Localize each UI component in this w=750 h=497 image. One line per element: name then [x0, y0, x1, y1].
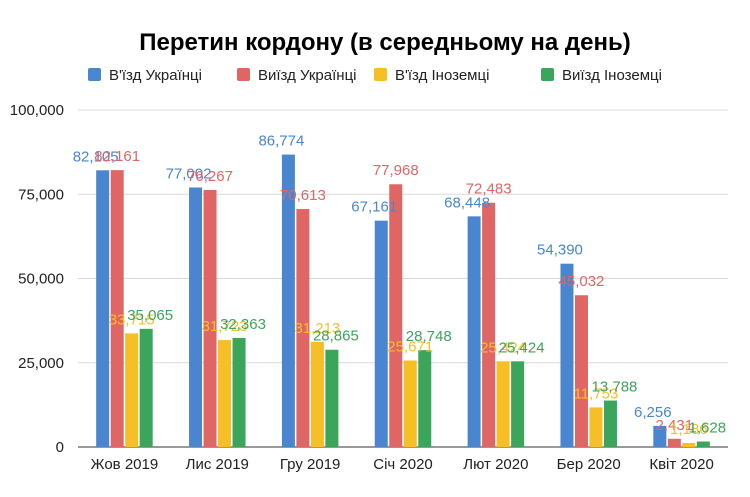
data-label: 2,431 [656, 417, 694, 434]
bars [96, 154, 710, 447]
bar [389, 184, 403, 447]
bar [325, 349, 339, 447]
legend: В'їзд Українці Виїзд Українці В'їзд Інозем… [88, 67, 662, 84]
bar [310, 341, 324, 447]
x-tick-label: Лют 2020 [463, 456, 528, 473]
bar [296, 209, 310, 447]
data-label: 86,774 [258, 133, 304, 150]
bar [667, 438, 681, 447]
data-label: 25,424 [480, 339, 526, 356]
gridlines [78, 109, 728, 448]
legend-label: Виїзд Українці [258, 67, 357, 84]
data-label: 70,613 [280, 187, 326, 204]
bar [189, 187, 203, 447]
data-label: 76,267 [187, 168, 233, 185]
bar [374, 220, 388, 447]
data-label: 82,105 [73, 148, 119, 165]
data-label: 13,788 [592, 379, 638, 396]
bar [653, 425, 667, 447]
bar [482, 202, 496, 447]
x-tick-label: Лис 2019 [186, 456, 249, 473]
data-label: 67,161 [351, 199, 397, 216]
data-label: 31,723 [202, 318, 248, 335]
data-label: 72,483 [466, 181, 512, 198]
y-tick-label: 75,000 [18, 186, 64, 203]
bar [96, 170, 110, 447]
y-tick-label: 50,000 [18, 271, 64, 288]
bar [203, 189, 217, 447]
data-label: 45,032 [559, 273, 605, 290]
bar [418, 350, 432, 447]
bar [110, 170, 124, 447]
bar [232, 337, 246, 447]
bar [496, 361, 510, 447]
x-axis: Жов 2019 Лис 2019 Гру 2019 Січ 2020 Лют 2020… [91, 456, 714, 473]
y-axis: 0 25,000 50,000 75,000 100,000 [10, 102, 64, 456]
x-tick-label: Гру 2019 [280, 456, 341, 473]
data-label: 54,390 [537, 242, 583, 259]
legend-swatch [88, 68, 101, 81]
data-label: 31,213 [294, 320, 340, 337]
data-label: 35,065 [127, 307, 173, 324]
legend-label: В'їзд Іноземці [395, 67, 489, 84]
bar [682, 443, 696, 447]
bar [560, 263, 574, 447]
data-label: 82,161 [94, 148, 140, 165]
data-label: 28,748 [406, 328, 452, 345]
bar [589, 407, 603, 447]
legend-swatch [237, 68, 250, 81]
bar [603, 400, 617, 447]
bar [574, 295, 588, 447]
data-label: 25,424 [499, 339, 545, 356]
data-label: 68,448 [444, 194, 490, 211]
y-tick-label: 25,000 [18, 355, 64, 372]
data-label: 32,363 [220, 316, 266, 333]
data-label: 33,715 [109, 311, 155, 328]
data-label: 77,002 [166, 166, 212, 183]
y-tick-label: 100,000 [10, 102, 64, 119]
bar [281, 154, 295, 447]
bar [218, 340, 232, 447]
bar [696, 441, 710, 447]
data-label: 28,865 [313, 328, 359, 345]
x-tick-label: Жов 2019 [91, 456, 159, 473]
legend-swatch [541, 68, 554, 81]
legend-label: Виїзд Іноземці [562, 67, 662, 84]
bar [467, 216, 481, 447]
chart-title: Перетин кордону (в середньому на день) [139, 29, 631, 56]
bar [511, 361, 525, 447]
x-tick-label: Квіт 2020 [649, 456, 713, 473]
data-label: 6,256 [634, 404, 672, 421]
x-tick-label: Бер 2020 [557, 456, 621, 473]
data-label: 11,753 [574, 385, 619, 402]
data-label: 1,186 [670, 421, 708, 438]
legend-label: В'їзд Українці [109, 67, 202, 84]
bar [403, 360, 417, 447]
data-label: 25,671 [387, 338, 433, 355]
y-tick-label: 0 [56, 439, 64, 456]
bar [139, 328, 153, 447]
legend-swatch [374, 68, 387, 81]
x-tick-label: Січ 2020 [373, 456, 433, 473]
data-label: 77,968 [373, 162, 419, 179]
data-label: 1,628 [689, 420, 727, 437]
bar [125, 333, 139, 447]
